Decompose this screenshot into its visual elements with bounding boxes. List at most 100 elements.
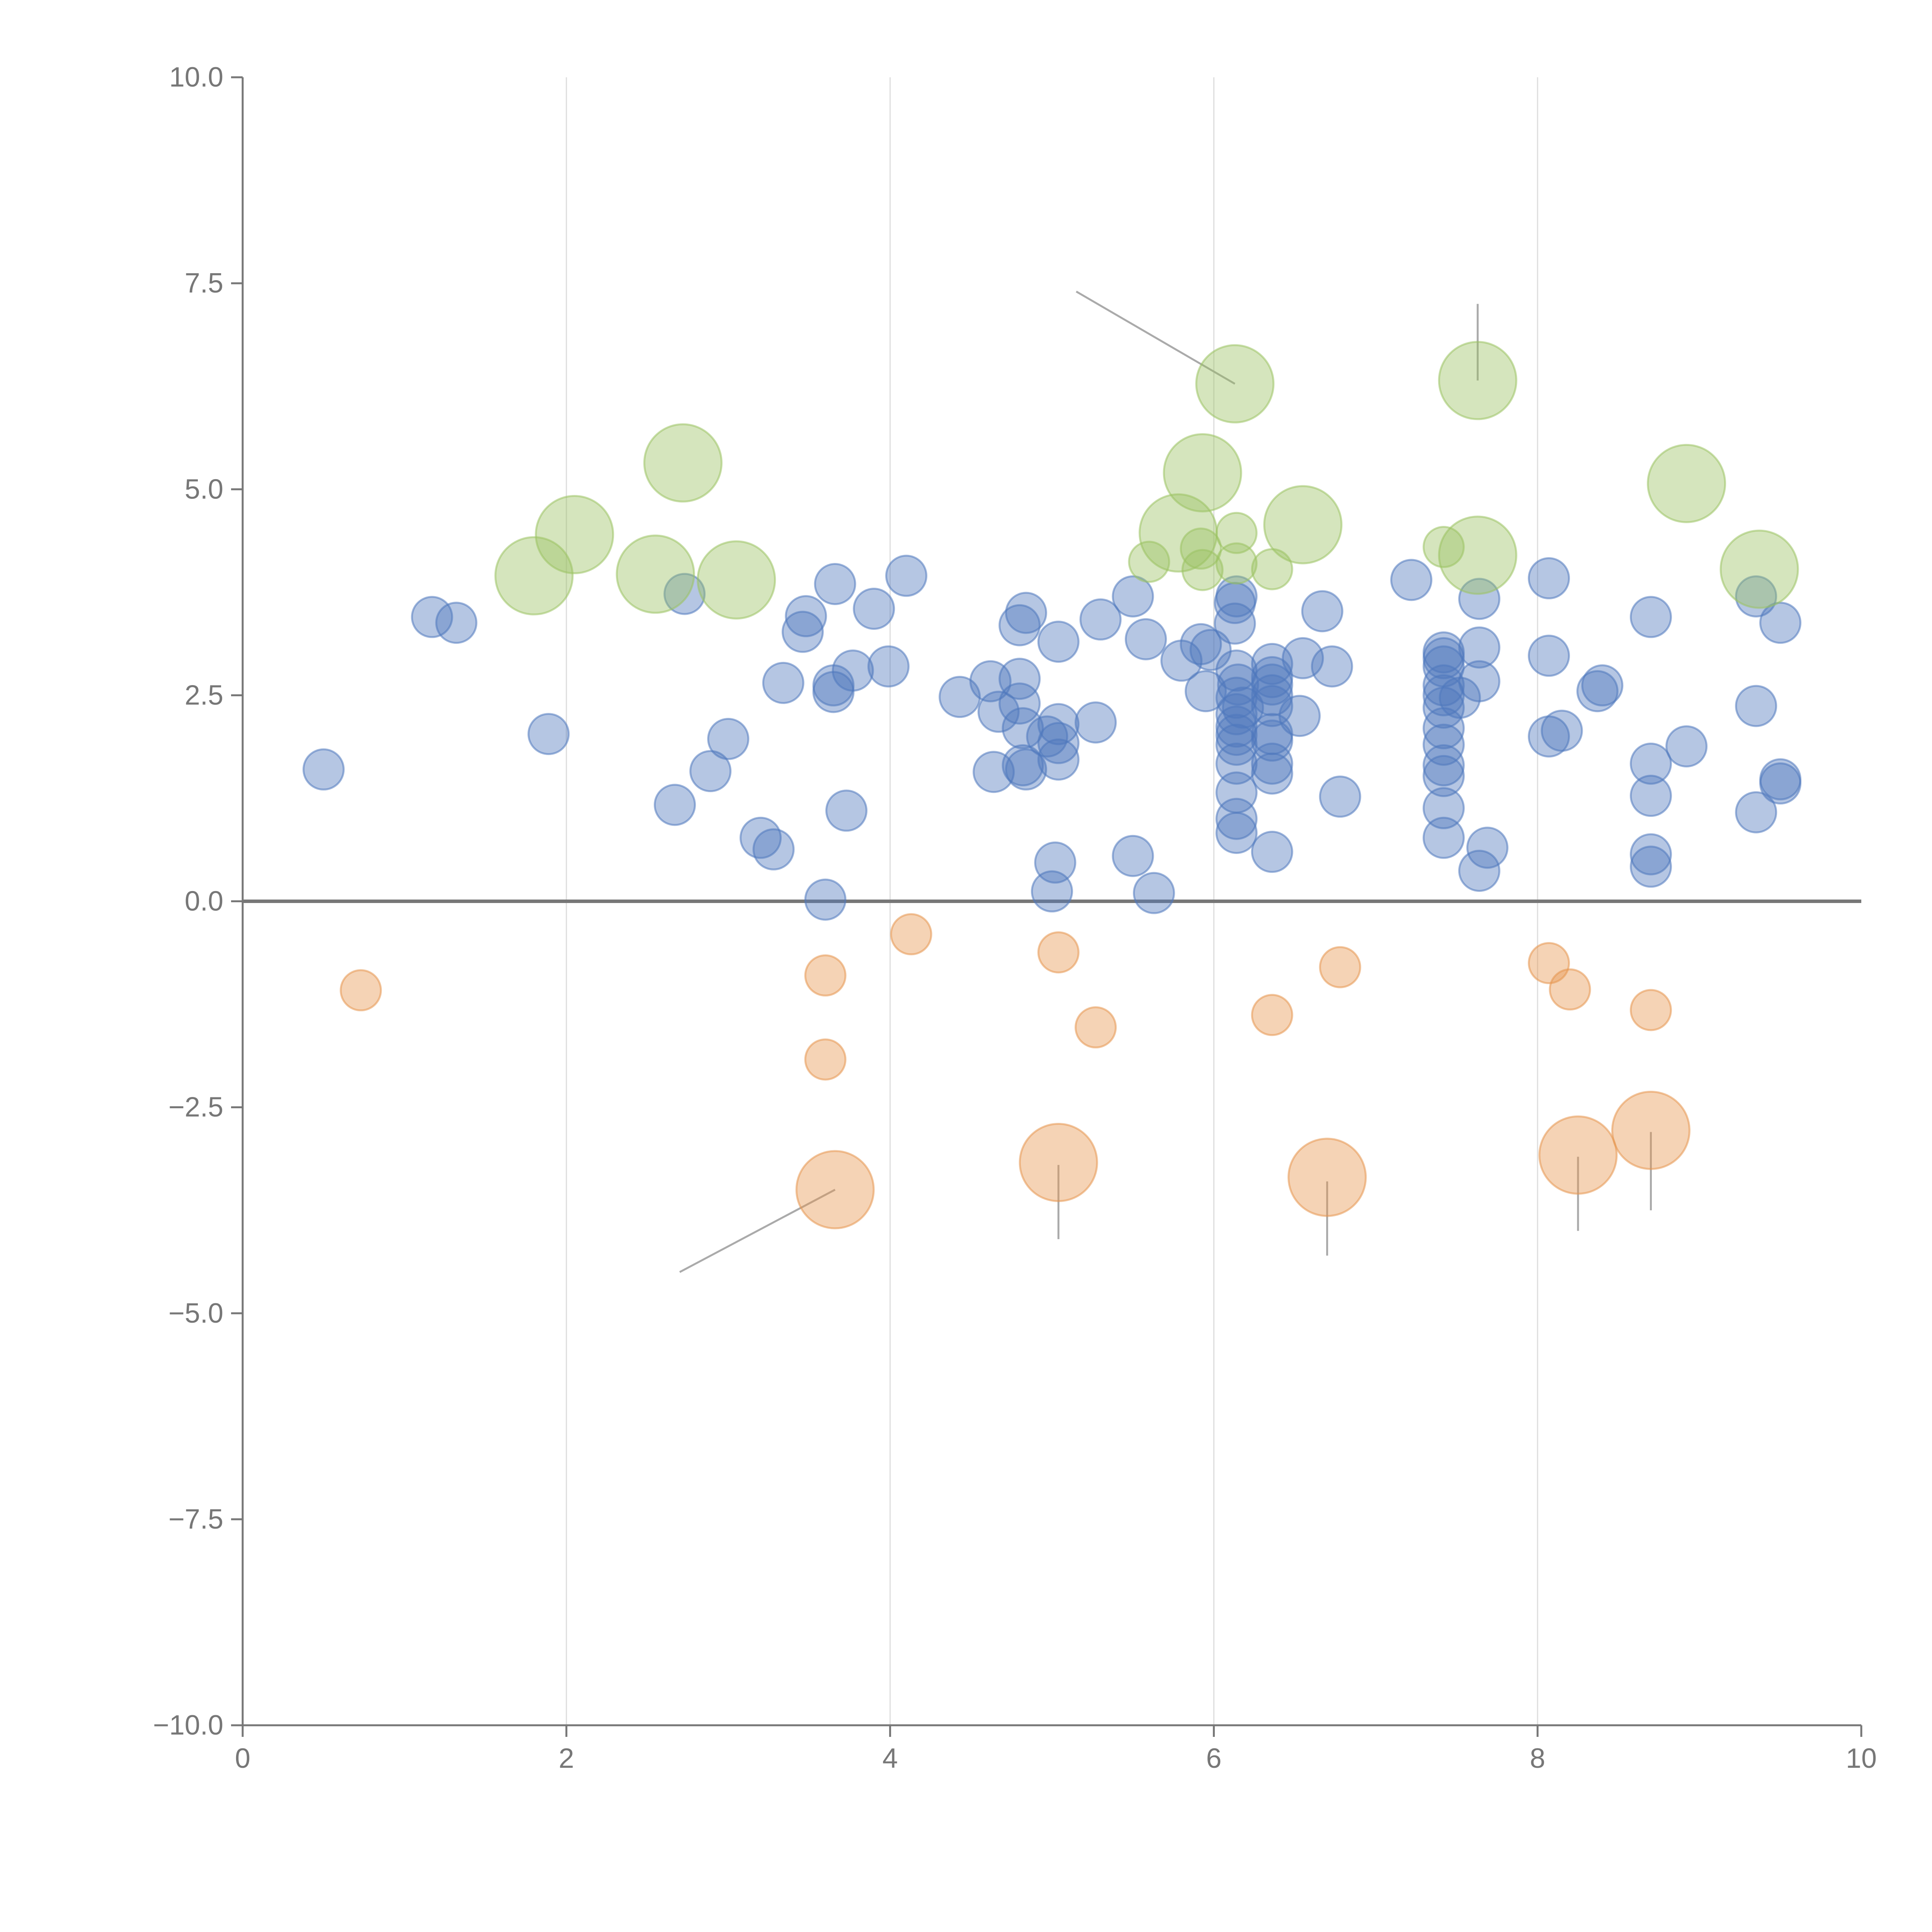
data-point bbox=[1390, 559, 1432, 601]
data-point bbox=[663, 573, 706, 615]
data-point bbox=[1629, 742, 1672, 785]
data-point bbox=[1251, 548, 1293, 590]
x-tick-label: 6 bbox=[1206, 1743, 1221, 1774]
series-positive bbox=[302, 554, 1802, 921]
data-point bbox=[867, 645, 910, 688]
data-point bbox=[1251, 663, 1293, 706]
data-point bbox=[1037, 703, 1080, 745]
data-point bbox=[1263, 485, 1343, 565]
data-point bbox=[977, 690, 1020, 733]
data-point bbox=[616, 534, 695, 614]
data-point bbox=[998, 604, 1041, 646]
data-point bbox=[302, 748, 345, 791]
data-point bbox=[643, 423, 723, 503]
data-point bbox=[795, 1150, 875, 1230]
y-tick-label: 0.0 bbox=[185, 886, 223, 917]
y-tick-label: −5.0 bbox=[168, 1298, 223, 1329]
data-point bbox=[752, 828, 795, 871]
data-point bbox=[1528, 634, 1570, 677]
data-point bbox=[1037, 931, 1080, 974]
data-point bbox=[1458, 578, 1500, 620]
series-negative bbox=[340, 913, 1672, 1081]
data-point bbox=[998, 658, 1041, 700]
data-point bbox=[340, 969, 382, 1012]
data-point bbox=[1002, 707, 1044, 750]
data-point bbox=[1422, 744, 1465, 787]
data-point bbox=[785, 595, 827, 638]
data-point bbox=[535, 495, 614, 575]
data-point bbox=[1759, 602, 1802, 644]
data-point bbox=[1301, 590, 1344, 633]
series-highlight-positive-small bbox=[1128, 512, 1465, 591]
data-point bbox=[762, 662, 804, 704]
data-point bbox=[885, 554, 927, 597]
y-tick-label: 10.0 bbox=[169, 62, 223, 93]
data-point bbox=[1287, 1138, 1367, 1217]
data-point bbox=[1611, 1090, 1690, 1170]
data-point bbox=[1124, 618, 1167, 660]
data-point bbox=[1629, 845, 1672, 888]
data-point bbox=[1075, 701, 1117, 744]
data-point bbox=[1215, 575, 1258, 617]
data-points bbox=[302, 341, 1802, 1230]
data-point bbox=[1629, 989, 1672, 1031]
data-point bbox=[1251, 719, 1293, 762]
data-point bbox=[494, 536, 574, 616]
data-point bbox=[1037, 738, 1080, 781]
data-point bbox=[1319, 946, 1361, 988]
y-tick-label: 2.5 bbox=[185, 680, 223, 711]
data-point bbox=[1719, 529, 1799, 609]
data-point bbox=[1541, 709, 1583, 752]
series-highlight-negative bbox=[795, 1090, 1690, 1230]
data-point bbox=[1163, 433, 1242, 513]
data-point bbox=[814, 563, 856, 605]
data-point bbox=[1466, 827, 1509, 869]
data-point bbox=[1647, 444, 1726, 523]
axis-ticks: 10.0 7.5 5.0 2.5 0.0 −2.5 −5.0 −7.5 −10.0 0 2 4 6 8 10 bbox=[153, 62, 1877, 1774]
data-point bbox=[1538, 1115, 1618, 1195]
data-point bbox=[1128, 541, 1170, 583]
data-point bbox=[707, 718, 750, 760]
data-point bbox=[1759, 762, 1802, 805]
y-tick-label: −10.0 bbox=[153, 1710, 223, 1741]
data-point bbox=[1311, 645, 1353, 688]
data-point bbox=[1037, 621, 1080, 663]
data-point bbox=[1251, 752, 1293, 795]
data-point bbox=[1215, 723, 1258, 766]
data-point bbox=[435, 602, 478, 644]
data-point bbox=[1422, 526, 1465, 568]
data-point bbox=[1215, 542, 1258, 585]
data-point bbox=[1319, 776, 1361, 818]
data-point bbox=[1735, 791, 1777, 833]
data-point bbox=[1422, 787, 1465, 830]
data-point bbox=[1215, 714, 1258, 756]
y-tick-label: −7.5 bbox=[168, 1504, 223, 1535]
data-point bbox=[804, 1038, 847, 1081]
data-point bbox=[1576, 670, 1619, 713]
data-point bbox=[1079, 598, 1122, 641]
data-point bbox=[1735, 685, 1777, 727]
data-point bbox=[825, 789, 867, 832]
data-point bbox=[939, 676, 981, 718]
data-point bbox=[1438, 341, 1517, 420]
data-point bbox=[1438, 515, 1517, 595]
data-point bbox=[853, 587, 895, 630]
data-point bbox=[1180, 527, 1222, 570]
data-point bbox=[1629, 775, 1672, 817]
data-point bbox=[1075, 1006, 1117, 1049]
data-point bbox=[1458, 626, 1500, 669]
data-point bbox=[1215, 742, 1258, 785]
data-point bbox=[1549, 968, 1591, 1011]
data-point bbox=[1181, 549, 1224, 591]
data-point bbox=[689, 750, 732, 793]
data-point bbox=[832, 649, 874, 692]
data-point bbox=[1112, 835, 1154, 877]
annotation-leader-line bbox=[1076, 291, 1236, 385]
data-point bbox=[804, 878, 847, 921]
data-point bbox=[890, 913, 932, 956]
annotation-leader-lines bbox=[679, 291, 1652, 1273]
data-point bbox=[1422, 755, 1465, 797]
x-tick-label: 0 bbox=[235, 1743, 250, 1774]
data-point bbox=[739, 816, 782, 859]
